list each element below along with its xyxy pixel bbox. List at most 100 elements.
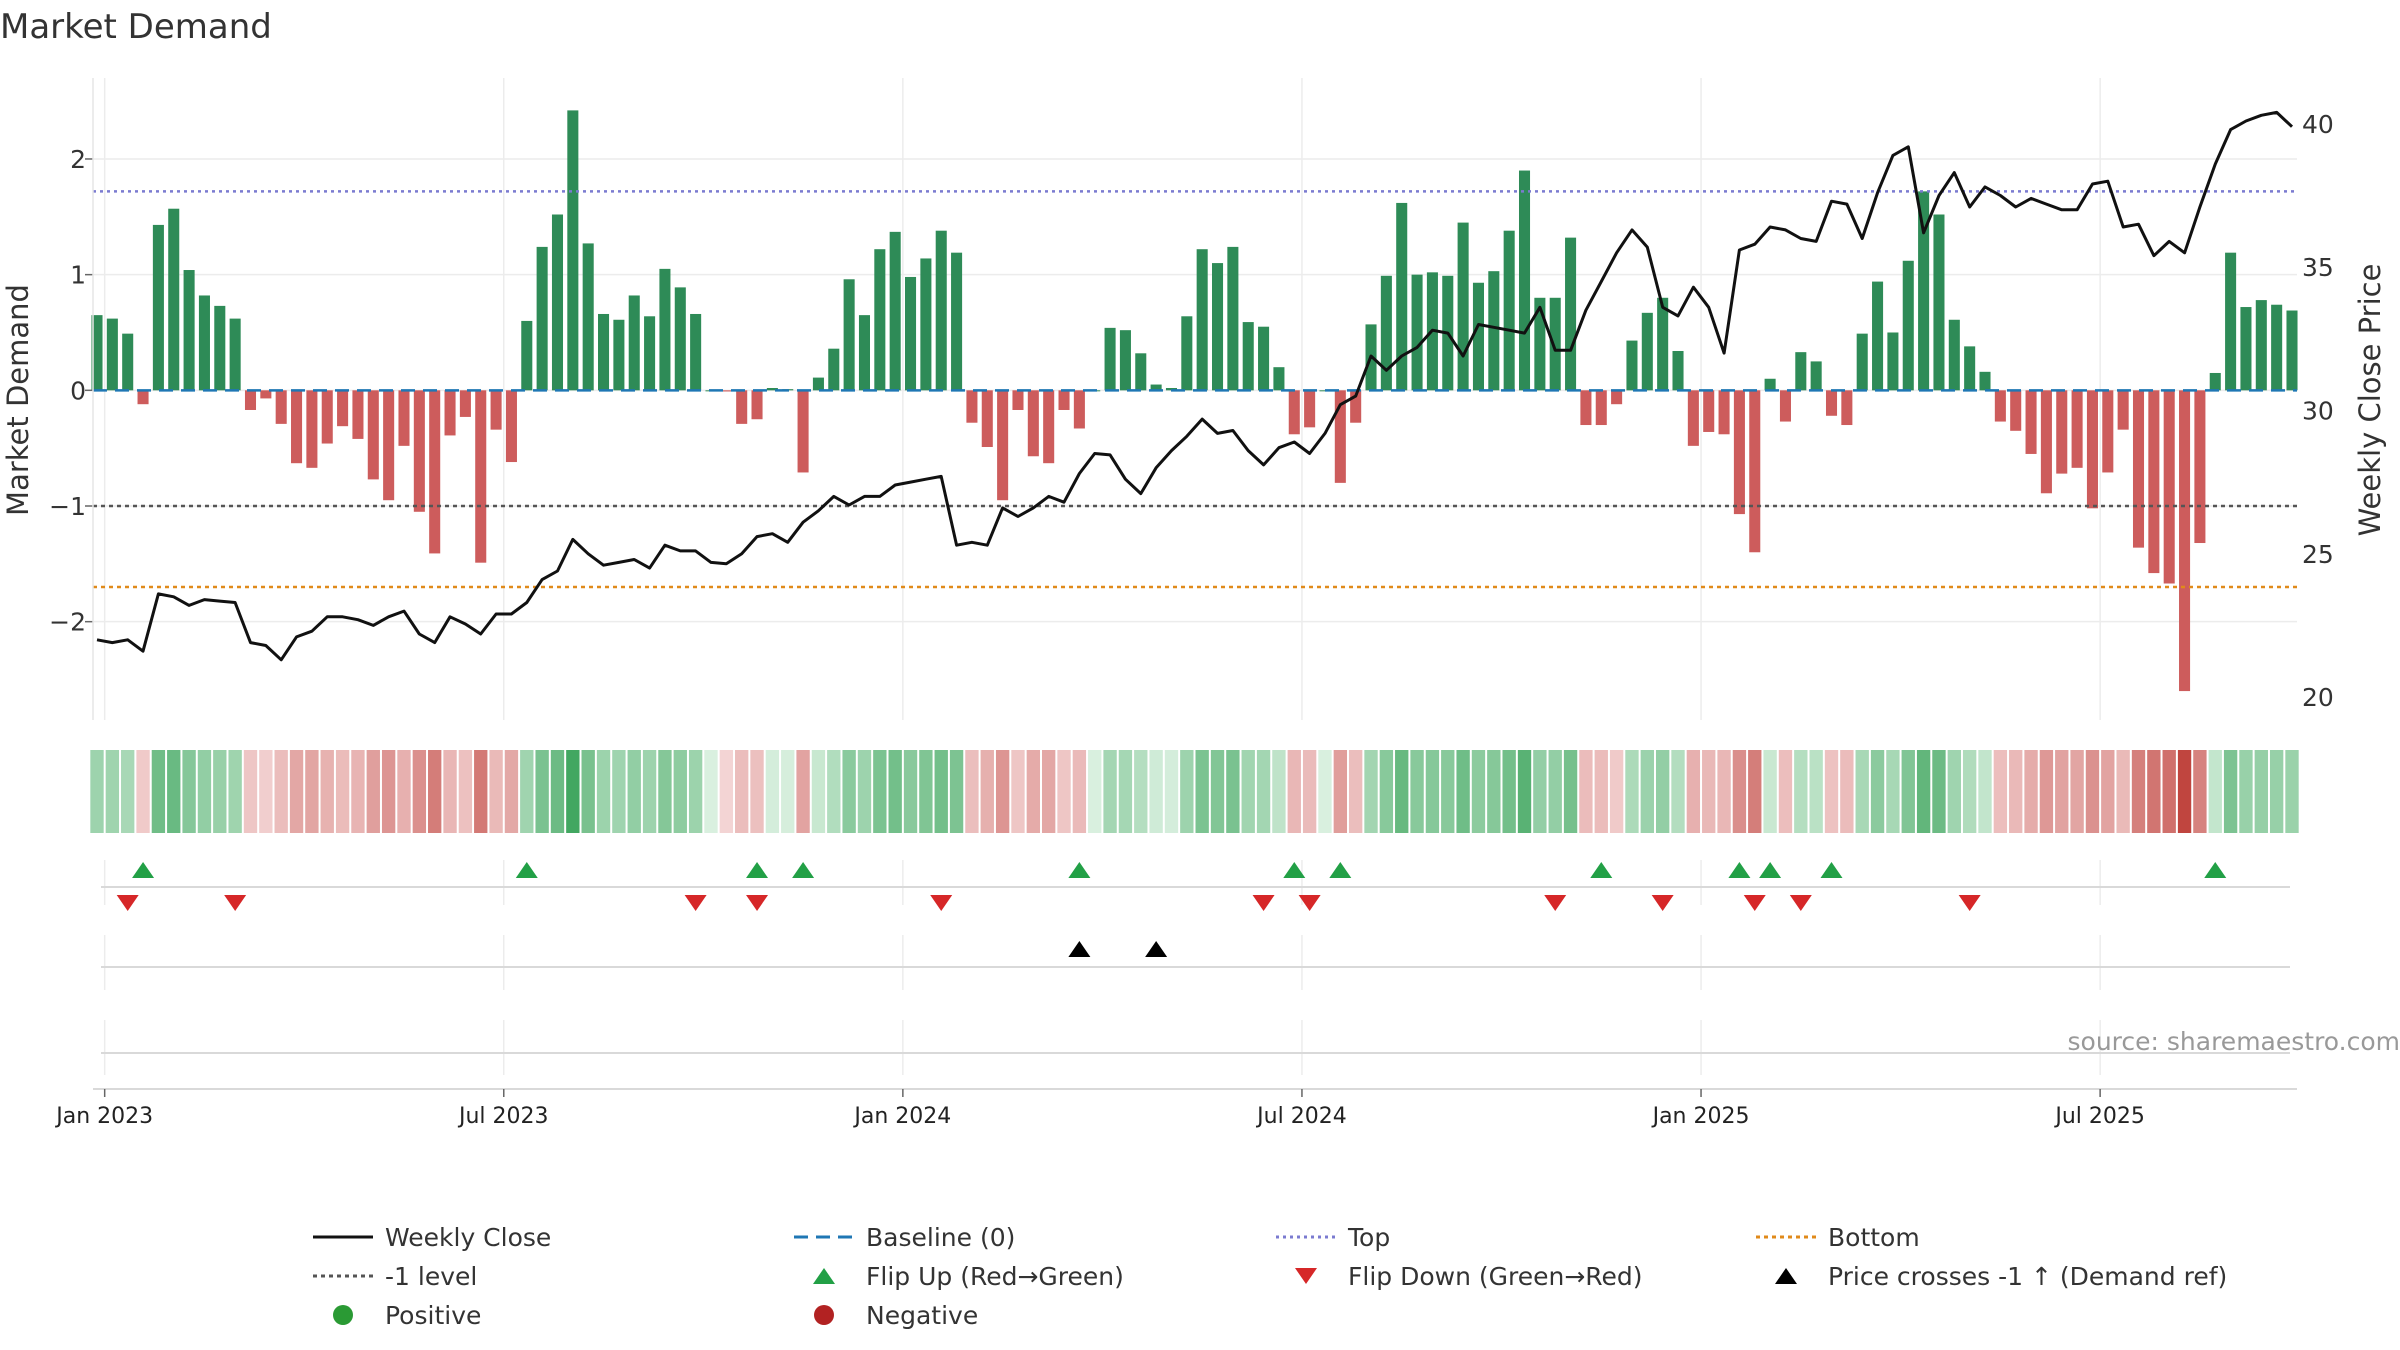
- heat-cell: [1594, 750, 1608, 833]
- legend-label: -1 level: [385, 1262, 477, 1291]
- flip-up-marker: [132, 862, 155, 878]
- flip-down-marker: [116, 895, 139, 911]
- demand-bar: [1611, 390, 1623, 405]
- demand-bar: [1043, 390, 1055, 464]
- legend-label: Positive: [385, 1301, 481, 1330]
- heat-cell: [504, 750, 519, 833]
- heat-cell: [2147, 750, 2161, 833]
- demand-bar: [828, 348, 840, 391]
- heat-cell: [1609, 750, 1624, 833]
- heat-cell: [320, 750, 334, 833]
- flip-up-marker: [1759, 862, 1782, 878]
- demand-heat-strip: [90, 750, 2299, 833]
- demand-bar: [1672, 350, 1684, 391]
- heat-cell: [1210, 750, 1225, 833]
- demand-bar: [1703, 390, 1715, 432]
- heat-cell: [1717, 750, 1731, 833]
- demand-bar: [1841, 390, 1853, 426]
- demand-bar: [2271, 304, 2283, 391]
- heat-cell: [1901, 750, 1915, 833]
- legend-item: Bottom: [1756, 1223, 1920, 1252]
- x-tick-label: Jul 2023: [457, 1104, 549, 1129]
- demand-bar: [2209, 372, 2221, 391]
- y-axis-label: Market Demand: [1, 284, 35, 516]
- heat-cell: [1072, 750, 1087, 833]
- demand-bar: [1887, 332, 1899, 391]
- heat-cell: [428, 750, 442, 833]
- demand-bar: [1549, 297, 1561, 391]
- demand-bar: [720, 390, 732, 392]
- legend-item: Positive: [333, 1301, 481, 1330]
- demand-bar: [935, 230, 947, 391]
- heat-cell: [2193, 750, 2207, 833]
- price-cross-marker: [1145, 941, 1168, 957]
- heat-cell: [259, 750, 273, 833]
- x-axis: Jan 2023 Jul 2023 Jan 2024 Jul 2024 Jan 2025…: [54, 1088, 2297, 1129]
- demand-bar: [1135, 353, 1147, 391]
- flip-down-marker: [1789, 895, 1812, 911]
- heat-cell: [1794, 750, 1808, 833]
- demand-bar: [198, 295, 210, 391]
- demand-bar: [521, 320, 533, 391]
- heat-cell: [1563, 750, 1578, 833]
- heat-cell: [796, 750, 810, 833]
- flip-down-marker: [1252, 895, 1275, 911]
- heat-cell: [1655, 750, 1670, 833]
- heat-cell: [1441, 750, 1455, 833]
- demand-bar: [106, 318, 118, 391]
- legend-item: -1 level: [313, 1262, 477, 1291]
- x-tick-label: Jan 2023: [54, 1104, 153, 1129]
- demand-bar: [229, 318, 241, 391]
- demand-bar: [1779, 390, 1791, 422]
- demand-bar: [766, 388, 778, 391]
- demand-bar: [1795, 352, 1807, 391]
- heat-cell: [1348, 750, 1363, 833]
- demand-bar: [91, 315, 103, 391]
- legend: Weekly Close Baseline (0) Top Bottom -1 leve…: [313, 1223, 2227, 1330]
- demand-bar: [1304, 390, 1316, 428]
- heat-cell: [1824, 750, 1839, 833]
- y-tick-label: 2: [70, 145, 86, 174]
- heat-cell: [1318, 750, 1332, 833]
- demand-bar: [874, 249, 886, 391]
- demand-bar: [1994, 390, 2006, 422]
- demand-bar: [1380, 275, 1392, 391]
- demand-bar: [1119, 330, 1131, 391]
- heat-cell: [888, 750, 902, 833]
- demand-bar: [2010, 390, 2022, 431]
- demand-bar: [367, 390, 379, 480]
- heat-cell: [857, 750, 872, 833]
- heat-cell: [1947, 750, 1961, 833]
- reference-lines: [93, 190, 2297, 589]
- demand-bar: [920, 258, 932, 391]
- flip-down-marker: [1544, 895, 1567, 911]
- heat-cell: [2085, 750, 2100, 833]
- heat-cell: [151, 750, 166, 833]
- demand-bar: [1242, 322, 1254, 391]
- demand-bar: [1933, 214, 1945, 391]
- heat-cell: [1517, 750, 1532, 833]
- demand-bar: [966, 390, 978, 423]
- demand-bar: [1749, 390, 1761, 553]
- demand-bar: [1012, 390, 1024, 410]
- heat-cell: [704, 750, 718, 833]
- heat-cell: [2162, 750, 2176, 833]
- demand-bar: [1334, 390, 1346, 483]
- demand-bar: [1580, 390, 1592, 426]
- heat-cell: [2070, 750, 2084, 833]
- demand-bar: [858, 315, 871, 391]
- demand-bar: [1565, 237, 1577, 391]
- heat-cell: [2254, 750, 2268, 833]
- heat-cell: [596, 750, 611, 833]
- heat-cell: [1425, 750, 1440, 833]
- heat-cell: [243, 750, 258, 833]
- heat-cell: [136, 750, 150, 833]
- legend-item: Price crosses -1 ↑ (Demand ref): [1775, 1262, 2227, 1291]
- demand-bar: [1595, 390, 1607, 426]
- demand-bar: [2086, 390, 2098, 509]
- demand-bar: [398, 390, 410, 446]
- legend-label: Top: [1347, 1223, 1390, 1252]
- heat-cell: [980, 750, 994, 833]
- flip-up-marker: [1590, 862, 1613, 878]
- demand-bar: [797, 390, 809, 473]
